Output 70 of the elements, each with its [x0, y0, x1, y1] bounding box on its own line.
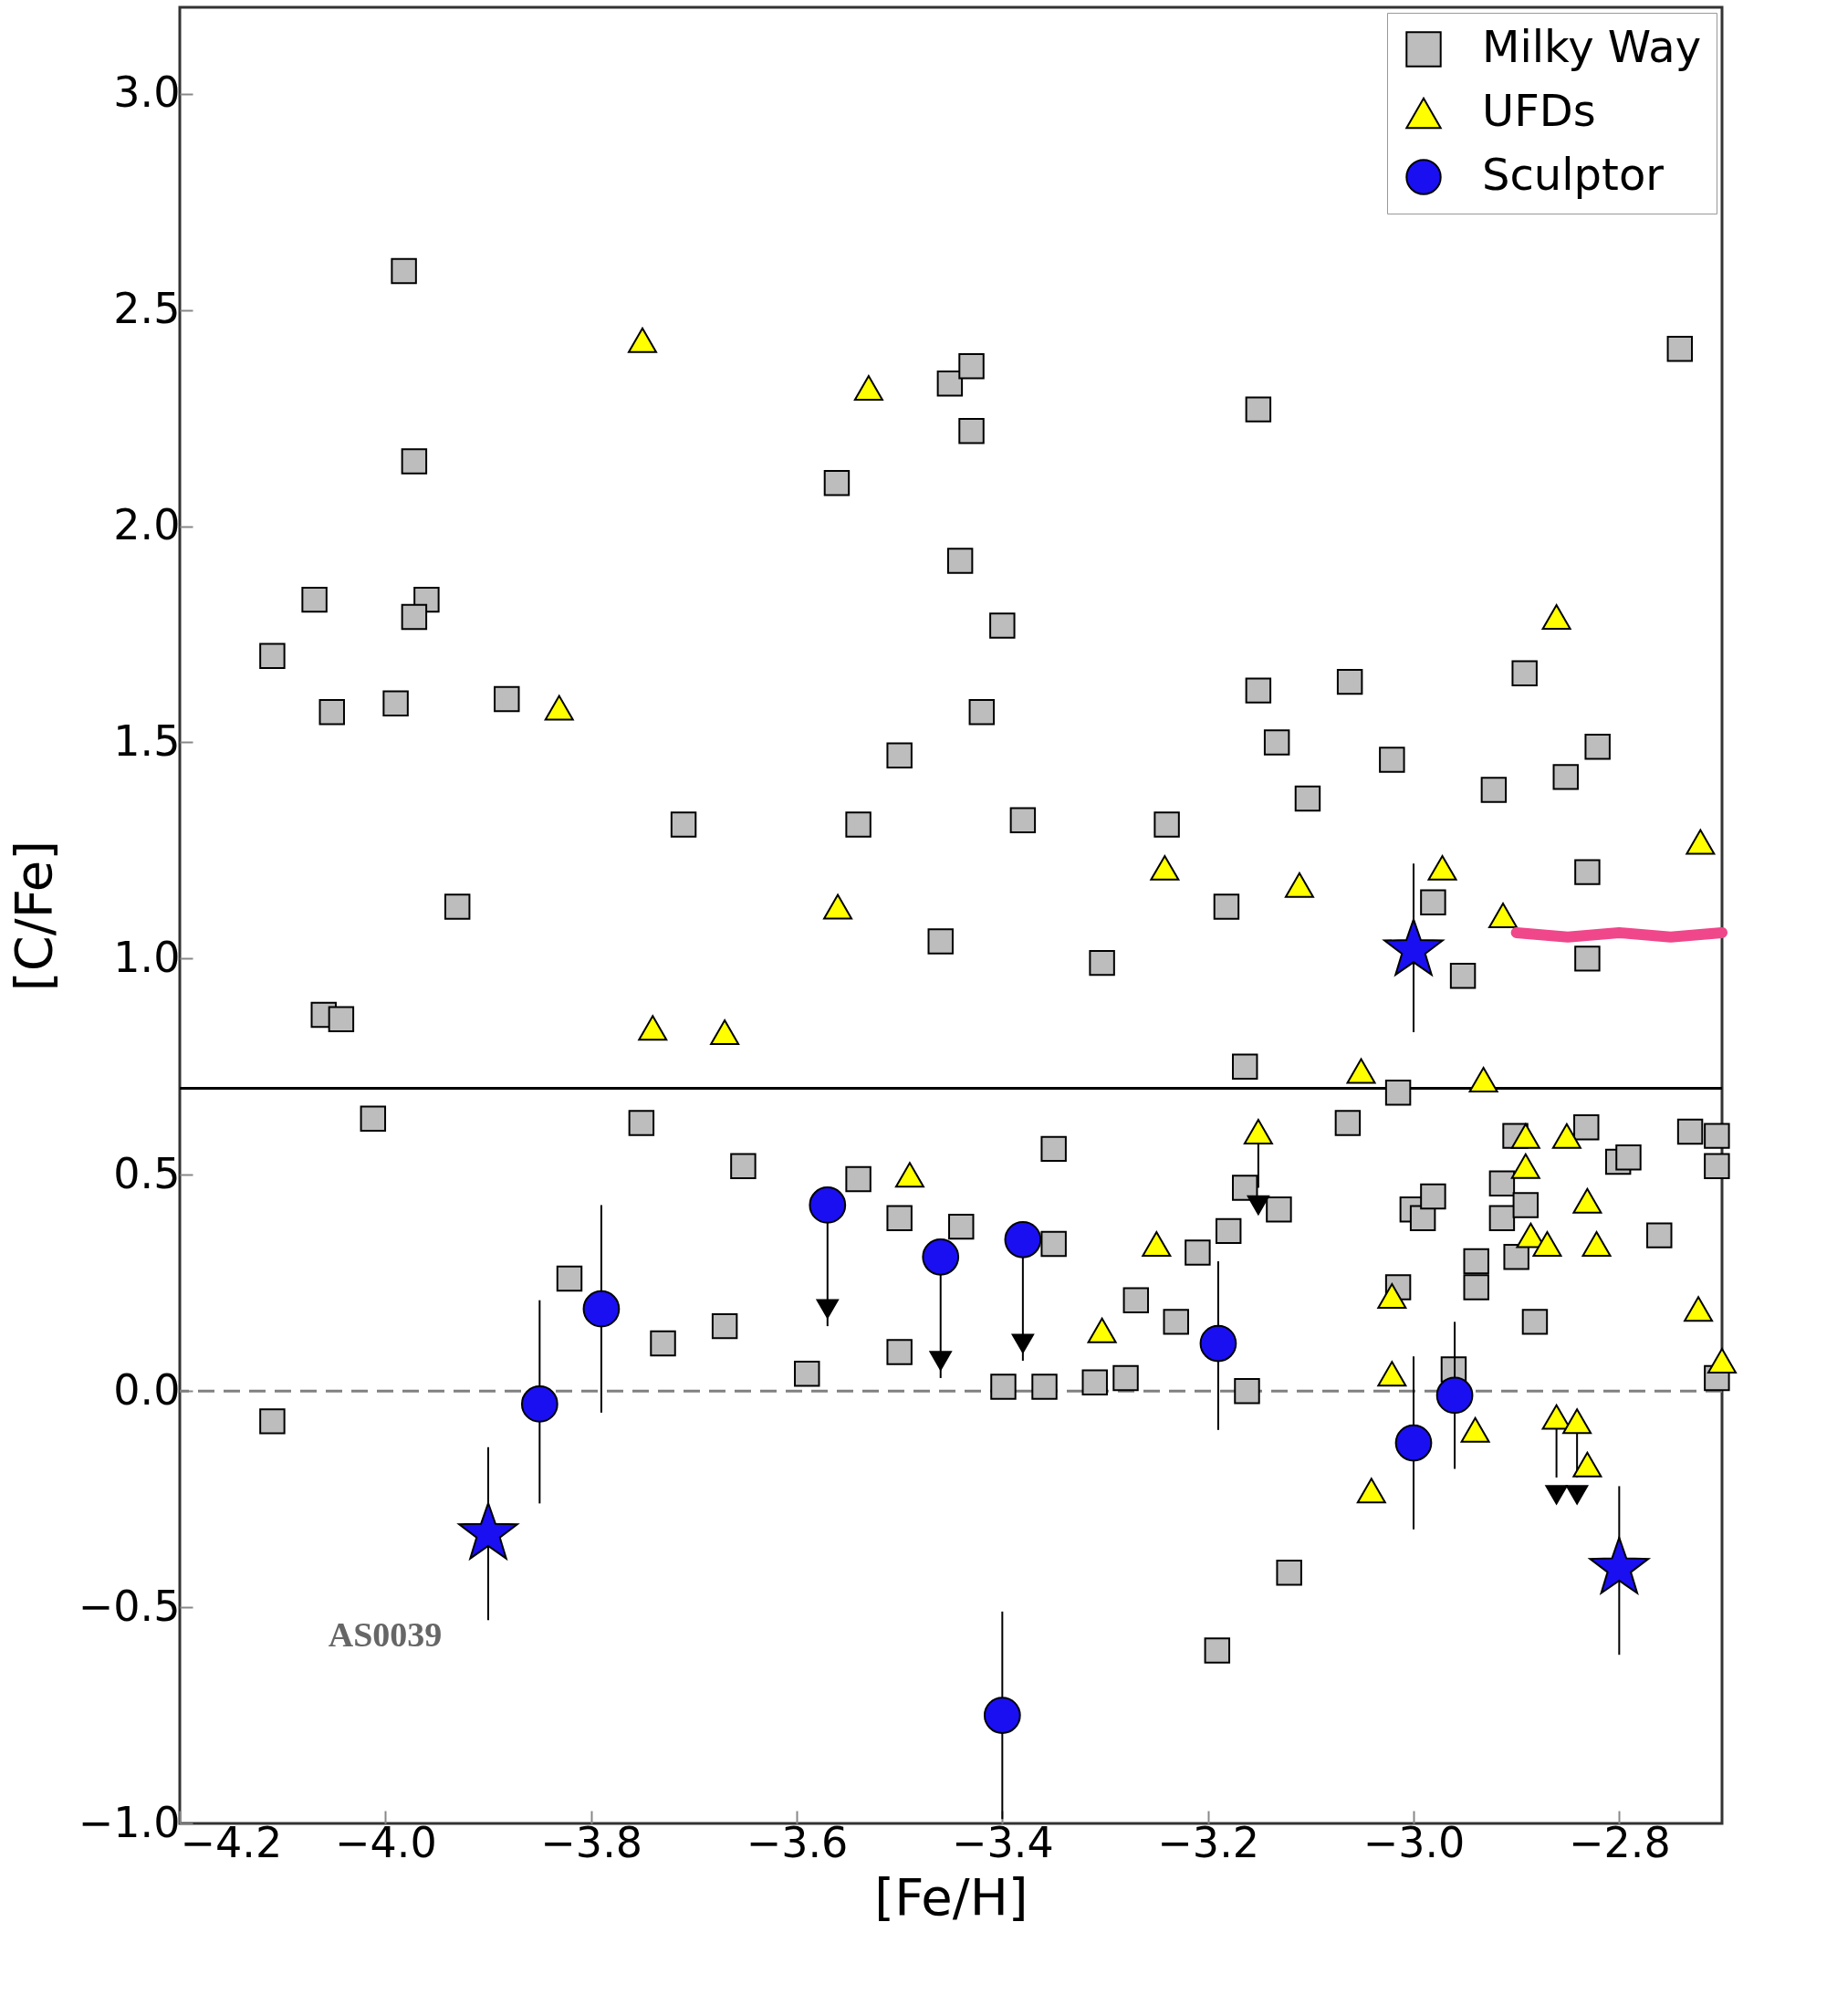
point	[1377, 1361, 1407, 1387]
point	[983, 1697, 1021, 1734]
point	[1247, 1195, 1270, 1216]
point	[816, 1299, 839, 1319]
point	[1468, 1067, 1498, 1093]
point	[1581, 1231, 1612, 1258]
point	[929, 1351, 952, 1371]
point	[582, 1290, 621, 1328]
point	[1004, 1221, 1042, 1259]
point	[809, 1186, 847, 1224]
y-tick-label: −1.0	[78, 1797, 181, 1847]
point	[1510, 1123, 1540, 1149]
y-tick-label: 1.0	[113, 932, 181, 982]
point	[628, 327, 657, 353]
x-tick-label: −3.0	[1362, 1817, 1466, 1867]
point	[894, 1162, 924, 1188]
point	[544, 695, 574, 721]
legend-label: Sculptor	[1482, 149, 1665, 200]
point	[1686, 829, 1716, 855]
point	[1243, 1118, 1273, 1144]
y-tick-label: −0.5	[78, 1581, 181, 1631]
point	[823, 893, 853, 920]
point	[1488, 903, 1519, 928]
point	[1150, 854, 1180, 881]
point	[1394, 1424, 1433, 1462]
point	[1199, 1324, 1237, 1363]
point	[922, 1238, 960, 1276]
point	[1545, 1485, 1568, 1505]
y-tick-label: 1.5	[113, 716, 181, 766]
y-tick-label: 2.5	[113, 284, 181, 334]
point	[1087, 1317, 1117, 1343]
point	[1284, 872, 1314, 898]
point	[1435, 1376, 1474, 1415]
point	[1572, 1187, 1602, 1214]
annotation: AS0039	[328, 1615, 443, 1654]
y-tick-label: 0.0	[113, 1364, 181, 1415]
point	[1565, 1485, 1589, 1505]
x-tick-label: −3.2	[1157, 1817, 1260, 1867]
point	[1356, 1478, 1386, 1504]
point	[1707, 1348, 1737, 1374]
point	[1684, 1296, 1714, 1322]
point	[1572, 1451, 1602, 1478]
legend-label: Milky Way	[1482, 21, 1702, 72]
point	[853, 374, 883, 401]
x-tick-label: −4.0	[334, 1817, 437, 1867]
point	[1377, 1282, 1407, 1309]
x-tick-label: −3.4	[951, 1817, 1054, 1867]
legend-label: UFDs	[1482, 85, 1596, 136]
point	[520, 1385, 558, 1423]
y-tick-label: 3.0	[113, 68, 181, 118]
y-axis-title: [C/Fe]	[3, 840, 63, 992]
x-tick-label: −2.8	[1568, 1817, 1671, 1867]
point	[1460, 1416, 1490, 1443]
point	[1346, 1058, 1376, 1084]
point	[1541, 604, 1571, 631]
x-tick-label: −4.2	[180, 1817, 283, 1867]
y-tick-label: 2.0	[113, 500, 181, 550]
x-tick-label: −3.8	[540, 1817, 643, 1867]
x-tick-label: −3.6	[746, 1817, 849, 1867]
point	[1532, 1231, 1562, 1258]
point	[1562, 1408, 1592, 1435]
point	[710, 1018, 740, 1045]
point	[1011, 1333, 1035, 1353]
y-tick-label: 0.5	[113, 1148, 181, 1198]
point	[1551, 1123, 1581, 1149]
point	[1142, 1231, 1172, 1258]
x-axis-title: [Fe/H]	[874, 1866, 1028, 1927]
point	[638, 1015, 668, 1041]
point	[1510, 1153, 1540, 1179]
point	[1427, 854, 1457, 881]
